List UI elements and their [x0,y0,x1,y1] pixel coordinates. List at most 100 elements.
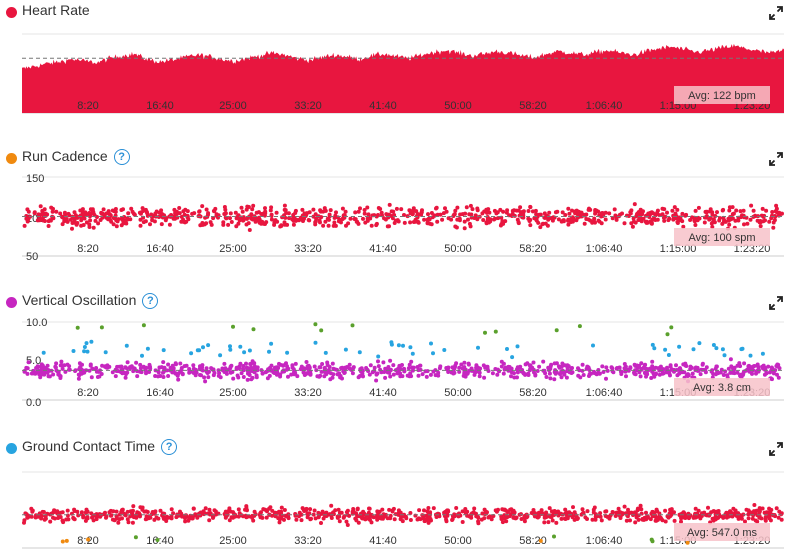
run-cadence-point [138,223,143,228]
ground-contact-time-point [313,516,318,521]
run-cadence-point [702,220,707,225]
ground-contact-time-point [711,509,716,514]
vertical-oscillation-point [559,370,564,375]
vertical-oscillation-point [775,364,780,369]
vertical-oscillation-point [29,371,34,376]
ground-contact-time-point [750,516,755,521]
ground-contact-time-point [454,506,459,510]
run-cadence-point [584,217,589,221]
vertical-oscillation-point [247,371,251,376]
run-cadence-point [224,216,229,221]
ground-contact-time-legend-dot [6,443,17,454]
vertical-oscillation-point [528,366,533,371]
run-cadence-point [245,204,250,209]
vertical-oscillation-point [637,370,642,375]
run-cadence-point [101,207,106,212]
expand-icon[interactable] [769,442,783,456]
ground-contact-time-point [544,513,548,518]
expand-icon[interactable] [769,152,783,166]
vertical-oscillation-point [451,371,456,376]
vertical-oscillation-point [148,364,152,369]
run-cadence-point [363,220,368,225]
run-cadence-point [408,220,413,225]
help-icon[interactable]: ? [113,149,130,165]
run-cadence-point [530,209,535,214]
run-cadence-point [672,205,677,210]
ground-contact-time-point [61,520,66,525]
vertical-oscillation-chart: 8:20 16:40 25:00 33:20 41:40 50:00 58:20 1:06:4… [22,317,784,409]
ground-contact-time-point [236,514,241,519]
vertical-oscillation-point [586,365,591,370]
ground-contact-time-point [519,512,523,517]
run-cadence-point [775,210,780,215]
vertical-oscillation-point [704,365,709,370]
vertical-oscillation-point [220,368,225,373]
run-cadence-point [599,211,604,216]
ground-contact-time-point [52,508,57,513]
vertical-oscillation-point [293,361,298,366]
run-cadence-point [693,223,698,227]
y-tick-label: 5.0 [26,355,41,367]
help-icon[interactable]: ? [161,439,178,455]
run-cadence-point [343,209,348,214]
run-cadence-point [736,218,741,223]
vertical-oscillation-point [735,363,740,368]
run-cadence-point [260,219,265,224]
expand-icon[interactable] [769,6,783,20]
vertical-oscillation-point [388,374,393,379]
vertical-oscillation-outlier-point [228,347,233,352]
ground-contact-time-point [24,512,29,517]
run-cadence-point [214,213,219,218]
run-cadence-point [684,212,689,217]
x-tick-label: 8:20 [77,387,98,399]
ground-contact-time-point [347,513,352,518]
vertical-oscillation-point [131,369,136,374]
run-cadence-point [771,225,776,230]
run-cadence-point [515,217,520,222]
ground-contact-time-point [554,510,559,514]
run-cadence-point [251,203,256,208]
ground-contact-time-point [85,515,90,520]
run-cadence-point [645,219,649,224]
run-cadence-point [282,203,287,208]
ground-contact-time-point [119,510,124,514]
run-cadence-point [163,218,168,223]
vertical-oscillation-point [123,365,128,370]
expand-icon[interactable] [769,296,783,310]
run-cadence-point [326,223,331,228]
vertical-oscillation-point [284,361,288,366]
ground-contact-time-point [663,519,668,524]
run-cadence-point [269,212,274,217]
vertical-oscillation-outlier-point [714,346,719,351]
ground-contact-time-point [766,514,771,519]
run-cadence-point [742,215,747,220]
run-cadence-point [501,209,506,214]
ground-contact-time-point [736,516,741,521]
ground-contact-time-point [427,516,432,521]
ground-contact-time-point [76,513,81,518]
vertical-oscillation-point [193,367,198,372]
vertical-oscillation-point [89,375,94,380]
run-cadence-point [157,214,162,219]
vertical-oscillation-point [171,366,176,371]
run-cadence-point [72,218,77,222]
vertical-oscillation-point [117,364,122,369]
ground-contact-time-point [563,517,568,521]
vertical-oscillation-outlier-point [197,348,202,353]
vertical-oscillation-point [250,375,255,380]
vertical-oscillation-point [533,372,538,377]
vertical-oscillation-outlier-point [408,345,413,350]
help-icon[interactable]: ? [142,293,159,309]
run-cadence-point [374,214,379,219]
ground-contact-time-point [426,506,431,510]
run-cadence-point [597,219,602,224]
ground-contact-time-point [111,509,116,514]
vertical-oscillation-point [499,364,504,369]
run-cadence-point [62,216,67,221]
ground-contact-time-point [237,511,242,516]
vertical-oscillation-point [592,369,596,374]
run-cadence-point [297,218,301,223]
run-cadence-point [559,219,564,224]
ground-contact-time-point [390,509,395,514]
run-cadence-point [269,205,274,210]
